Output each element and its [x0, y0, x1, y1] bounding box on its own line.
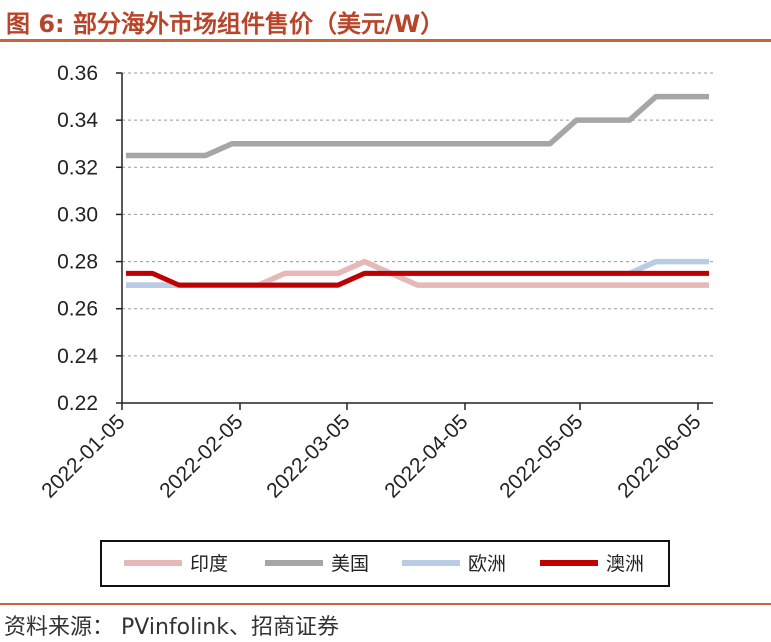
legend-box	[100, 540, 670, 587]
x-tick-label: 2022-01-05	[37, 410, 129, 502]
title-rule	[0, 39, 771, 42]
y-tick-label: 0.24	[57, 345, 98, 368]
legend-label: 印度	[190, 553, 228, 575]
y-tick-label: 0.34	[57, 109, 98, 132]
axes: 0.22 0.24 0.26 0.28 0.30 0.32 0.34 0.36 2022-01-…	[37, 62, 713, 502]
series-line-2	[126, 93, 709, 159]
legend: 印度 美国 欧洲 澳洲	[100, 540, 670, 587]
x-tick-label: 2022-04-05	[380, 410, 472, 502]
series-line-4	[126, 270, 709, 288]
x-tick-label: 2022-05-05	[495, 410, 587, 502]
x-tick-label: 2022-06-05	[613, 410, 705, 502]
y-tick-label: 0.32	[57, 156, 98, 179]
page-title: 图 6: 部分海外市场组件售价（美元/W）	[6, 10, 445, 38]
y-tick-label: 0.36	[57, 62, 98, 85]
source-note: 资料来源： PVinfolink、招商证券	[4, 615, 339, 640]
grid-lines	[122, 72, 713, 357]
y-tick-label: 0.30	[57, 203, 98, 226]
footer-rule	[0, 603, 771, 605]
title-bar: 图 6: 部分海外市场组件售价（美元/W）	[0, 0, 771, 40]
legend-label: 美国	[331, 553, 369, 575]
y-tick-label: 0.26	[57, 298, 98, 321]
series-lines	[126, 93, 709, 288]
legend-label: 澳洲	[606, 553, 644, 575]
y-tick-label: 0.22	[57, 392, 98, 415]
y-tick-label: 0.28	[57, 251, 98, 274]
x-tick-label: 2022-02-05	[155, 410, 247, 502]
legend-label: 欧洲	[468, 553, 506, 575]
x-tick-label: 2022-03-05	[262, 410, 354, 502]
